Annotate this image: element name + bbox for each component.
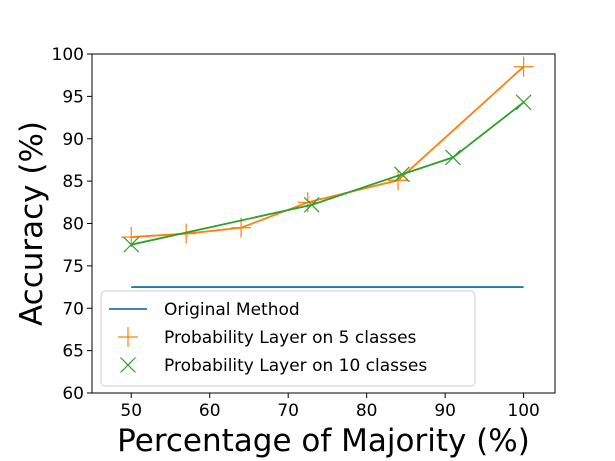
legend-frame bbox=[100, 290, 476, 387]
series-layer bbox=[121, 56, 534, 288]
x-tick-label: 60 bbox=[199, 401, 221, 421]
y-tick-label: 90 bbox=[62, 130, 84, 150]
series-3-point bbox=[303, 196, 320, 213]
series-3-point bbox=[123, 236, 140, 253]
x-axis-ticks: 50 60 70 80 90 100 bbox=[120, 393, 540, 421]
series-3-point bbox=[515, 94, 532, 111]
x-axis-title: Percentage of Majority (%) bbox=[117, 423, 530, 459]
legend-swatch-3-d2 bbox=[120, 357, 136, 373]
series-2-point bbox=[388, 170, 409, 191]
y-tick-label: 60 bbox=[62, 384, 84, 404]
series-3-point bbox=[445, 149, 461, 166]
series-3-point-d2 bbox=[123, 236, 140, 253]
legend-label-2: Probability Layer on 5 classes bbox=[164, 328, 417, 348]
series-3-point-d2 bbox=[445, 149, 461, 166]
y-tick-label: 70 bbox=[62, 299, 84, 319]
x-tick-label: 50 bbox=[120, 401, 142, 421]
series-3-point-d2 bbox=[303, 196, 320, 213]
legend-label-3: Probability Layer on 10 classes bbox=[164, 356, 427, 376]
series-3-point-d2 bbox=[394, 166, 410, 183]
y-axis-ticks: 60 65 70 75 80 85 90 95 100 bbox=[52, 45, 92, 404]
series-3-point bbox=[394, 166, 410, 183]
x-tick-label: 100 bbox=[507, 401, 539, 421]
y-axis-title: Accuracy (%) bbox=[14, 121, 50, 326]
y-tick-label: 100 bbox=[52, 45, 84, 65]
y-tick-label: 75 bbox=[62, 257, 84, 277]
series-2-point bbox=[513, 56, 534, 77]
x-tick-label: 70 bbox=[277, 401, 299, 421]
x-tick-label: 90 bbox=[434, 401, 456, 421]
legend-swatch-2 bbox=[118, 327, 138, 347]
legend-label-1: Original Method bbox=[164, 300, 300, 320]
y-tick-label: 95 bbox=[62, 87, 84, 107]
series-3-point-d2 bbox=[515, 94, 532, 111]
y-tick-label: 80 bbox=[62, 215, 84, 235]
series-2-point bbox=[121, 227, 142, 248]
x-tick-label: 80 bbox=[356, 401, 378, 421]
legend-swatch-3 bbox=[120, 357, 136, 373]
legend: Original Method Probability Layer on 5 cl… bbox=[100, 290, 476, 387]
y-tick-label: 65 bbox=[62, 342, 84, 362]
y-tick-label: 85 bbox=[62, 172, 84, 192]
